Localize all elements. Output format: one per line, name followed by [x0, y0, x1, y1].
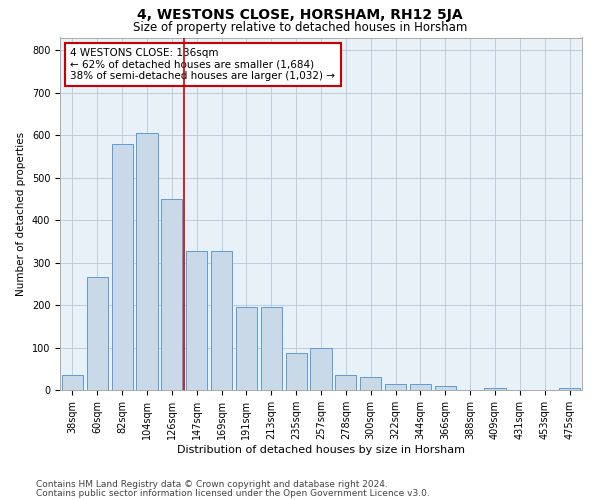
Text: 4, WESTONS CLOSE, HORSHAM, RH12 5JA: 4, WESTONS CLOSE, HORSHAM, RH12 5JA	[137, 8, 463, 22]
Bar	[261, 307, 282, 390]
X-axis label: Distribution of detached houses by size in Horsham: Distribution of detached houses by size …	[177, 445, 465, 455]
Bar	[87, 278, 108, 390]
Bar	[236, 307, 257, 390]
Bar	[136, 133, 158, 390]
Text: Contains HM Land Registry data © Crown copyright and database right 2024.: Contains HM Land Registry data © Crown c…	[36, 480, 388, 489]
Text: 4 WESTONS CLOSE: 136sqm
← 62% of detached houses are smaller (1,684)
38% of semi: 4 WESTONS CLOSE: 136sqm ← 62% of detache…	[70, 48, 335, 82]
Text: Contains public sector information licensed under the Open Government Licence v3: Contains public sector information licen…	[36, 488, 430, 498]
Bar	[112, 144, 133, 390]
Text: Size of property relative to detached houses in Horsham: Size of property relative to detached ho…	[133, 21, 467, 34]
Bar	[62, 375, 83, 390]
Bar	[410, 384, 431, 390]
Bar	[484, 388, 506, 390]
Bar	[559, 388, 580, 390]
Bar	[286, 352, 307, 390]
Bar	[360, 378, 381, 390]
Bar	[161, 199, 182, 390]
Y-axis label: Number of detached properties: Number of detached properties	[16, 132, 26, 296]
Bar	[211, 250, 232, 390]
Bar	[385, 384, 406, 390]
Bar	[310, 348, 332, 390]
Bar	[435, 386, 456, 390]
Bar	[186, 250, 207, 390]
Bar	[335, 375, 356, 390]
